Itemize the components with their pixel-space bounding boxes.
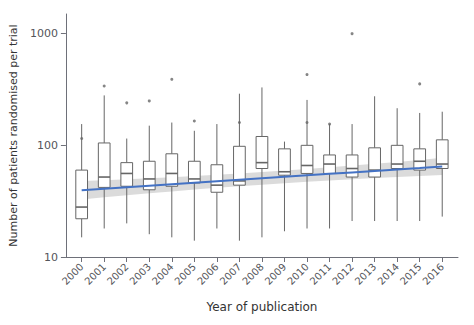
svg-text:2008: 2008 [240,261,266,287]
svg-text:Number of patients randomised: Number of patients randomised per trial [7,24,20,246]
svg-text:2013: 2013 [353,261,379,287]
svg-text:100: 100 [37,139,58,152]
svg-text:2012: 2012 [330,261,356,287]
svg-text:2007: 2007 [218,261,244,287]
svg-text:2014: 2014 [375,261,401,287]
svg-text:10: 10 [44,251,58,264]
svg-text:2010: 2010 [285,261,311,287]
svg-text:2009: 2009 [263,261,289,287]
svg-text:2001: 2001 [82,261,108,287]
svg-text:2016: 2016 [420,261,446,287]
svg-text:2002: 2002 [105,261,131,287]
svg-text:2004: 2004 [150,261,176,287]
svg-text:2000: 2000 [60,261,86,287]
svg-text:Year of publication: Year of publication [205,300,317,314]
svg-text:2011: 2011 [308,261,334,287]
svg-text:1000: 1000 [30,27,58,40]
svg-text:2003: 2003 [127,261,153,287]
svg-text:2005: 2005 [172,261,198,287]
svg-text:2006: 2006 [195,261,221,287]
svg-text:2015: 2015 [398,261,424,287]
